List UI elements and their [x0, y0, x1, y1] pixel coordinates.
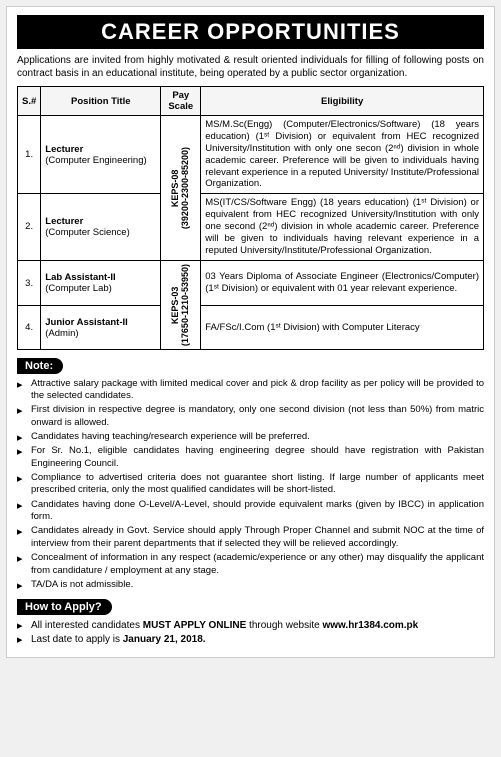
note-item: Candidates having teaching/research expe…	[17, 431, 484, 443]
cell-eligibility: FA/FSc/I.Com (1ˢᵗ Division) with Compute…	[201, 306, 484, 349]
header-eligibility: Eligibility	[201, 87, 484, 116]
position-sub: (Computer Lab)	[45, 283, 156, 294]
note-item: Concealment of information in any respec…	[17, 552, 484, 577]
position-main: Lecturer	[45, 216, 156, 227]
apply-website: www.hr1384.com.pk	[322, 620, 418, 631]
payscale-range: (17650-1210-53950)	[180, 264, 190, 346]
header-position: Position Title	[41, 87, 161, 116]
table-header-row: S.# Position Title Pay Scale Eligibility	[18, 87, 484, 116]
apply-deadline: January 21, 2018.	[123, 634, 206, 645]
table-row: 3. Lab Assistant-II (Computer Lab) KEPS-…	[18, 260, 484, 306]
position-sub: (Computer Engineering)	[45, 155, 156, 166]
position-main: Junior Assistant-II	[45, 317, 156, 328]
payscale-vertical: KEPS-03 (17650-1210-53950)	[171, 264, 191, 346]
note-heading: Note:	[17, 358, 63, 374]
apply-heading: How to Apply?	[17, 599, 112, 615]
position-sub: (Computer Science)	[45, 227, 156, 238]
notes-list: Attractive salary package with limited m…	[17, 378, 484, 592]
position-sub: (Admin)	[45, 328, 156, 339]
apply-text: through website	[246, 620, 322, 631]
cell-payscale-group: KEPS-08 (39200-2300-85200)	[161, 116, 201, 261]
table-row: 4. Junior Assistant-II (Admin) FA/FSc/I.…	[18, 306, 484, 349]
note-item: Attractive salary package with limited m…	[17, 378, 484, 403]
note-item: For Sr. No.1, eligible candidates having…	[17, 445, 484, 470]
apply-text: Last date to apply is	[31, 634, 123, 645]
apply-list: All interested candidates MUST APPLY ONL…	[17, 619, 484, 647]
note-item: First division in respective degree is m…	[17, 404, 484, 429]
note-item: Compliance to advertised criteria does n…	[17, 472, 484, 497]
cell-eligibility: MS(IT/CS/Software Engg) (18 years educat…	[201, 194, 484, 260]
cell-payscale-group: KEPS-03 (17650-1210-53950)	[161, 260, 201, 349]
table-row: 1. Lecturer (Computer Engineering) KEPS-…	[18, 116, 484, 194]
cell-sn: 2.	[18, 194, 41, 260]
cell-eligibility: MS/M.Sc(Engg) (Computer/Electronics/Soft…	[201, 116, 484, 194]
positions-table: S.# Position Title Pay Scale Eligibility…	[17, 86, 484, 350]
payscale-code: KEPS-03	[170, 286, 180, 324]
apply-item: All interested candidates MUST APPLY ONL…	[17, 619, 484, 633]
payscale-vertical: KEPS-08 (39200-2300-85200)	[171, 147, 191, 229]
apply-bold: MUST APPLY ONLINE	[143, 620, 247, 631]
note-item: TA/DA is not admissible.	[17, 579, 484, 591]
cell-position: Lecturer (Computer Science)	[41, 194, 161, 260]
header-sn: S.#	[18, 87, 41, 116]
note-item: Candidates already in Govt. Service shou…	[17, 525, 484, 550]
note-item: Candidates having done O-Level/A-Level, …	[17, 499, 484, 524]
job-ad-page: CAREER OPPORTUNITIES Applications are in…	[6, 6, 495, 658]
cell-sn: 4.	[18, 306, 41, 349]
banner-title: CAREER OPPORTUNITIES	[17, 15, 484, 49]
payscale-code: KEPS-08	[170, 169, 180, 207]
intro-paragraph: Applications are invited from highly mot…	[17, 55, 484, 80]
position-main: Lab Assistant-II	[45, 272, 156, 283]
payscale-range: (39200-2300-85200)	[180, 147, 190, 229]
apply-text: All interested candidates	[31, 620, 143, 631]
header-payscale: Pay Scale	[161, 87, 201, 116]
cell-position: Lab Assistant-II (Computer Lab)	[41, 260, 161, 306]
position-main: Lecturer	[45, 144, 156, 155]
cell-eligibility: 03 Years Diploma of Associate Engineer (…	[201, 260, 484, 306]
cell-sn: 3.	[18, 260, 41, 306]
cell-position: Junior Assistant-II (Admin)	[41, 306, 161, 349]
table-row: 2. Lecturer (Computer Science) MS(IT/CS/…	[18, 194, 484, 260]
cell-sn: 1.	[18, 116, 41, 194]
cell-position: Lecturer (Computer Engineering)	[41, 116, 161, 194]
apply-item: Last date to apply is January 21, 2018.	[17, 633, 484, 647]
